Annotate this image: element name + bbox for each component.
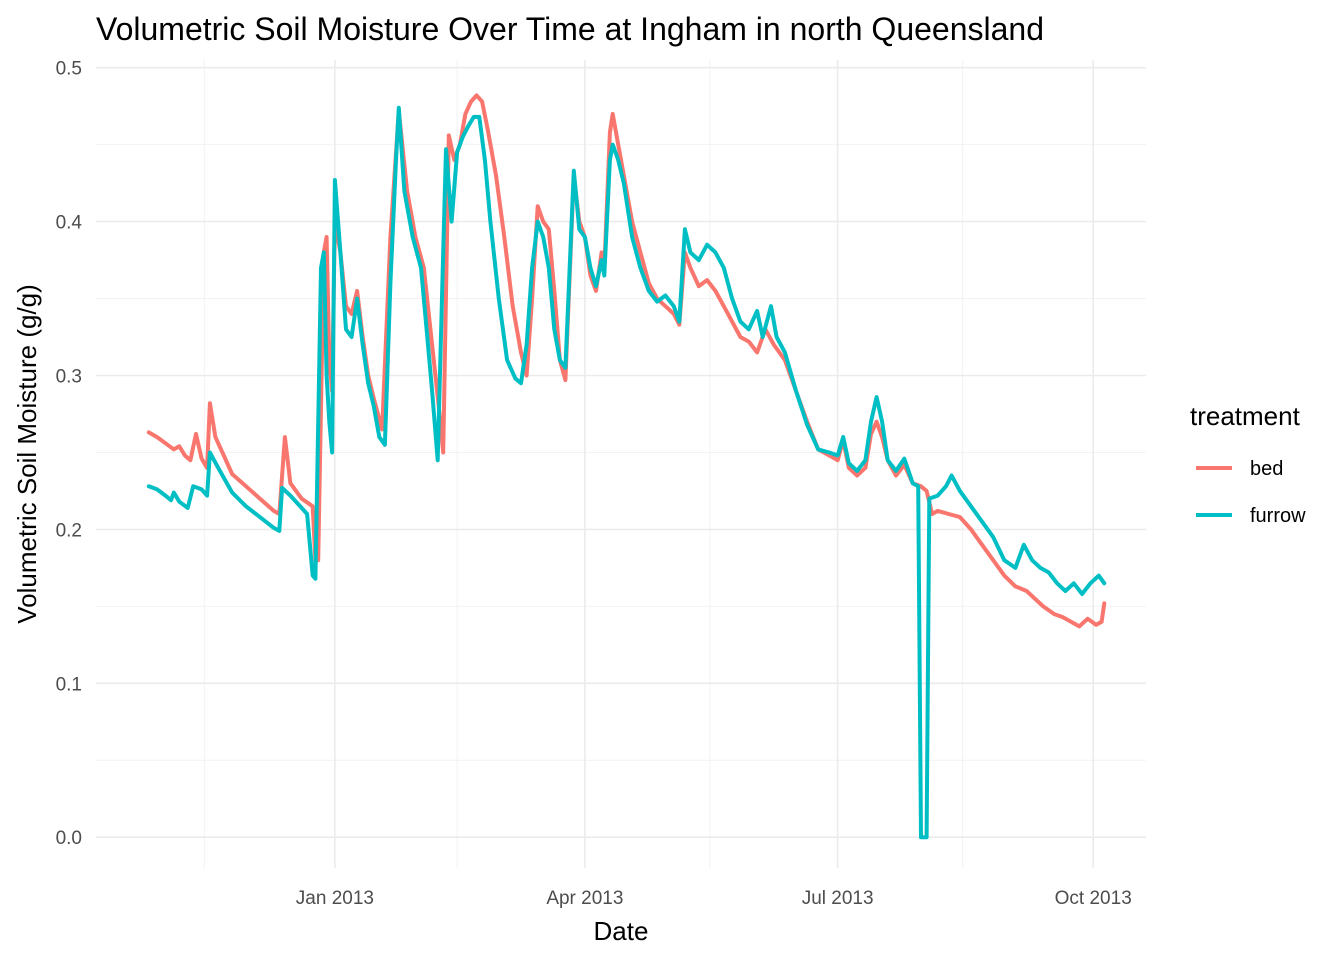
y-axis-title: Volumetric Soil Moisture (g/g) (12, 284, 42, 624)
y-tick-label: 0.4 (56, 213, 83, 234)
legend-title: treatment (1190, 401, 1301, 431)
x-axis-ticks: Jan 2013 Apr 2013 Jul 2013 Oct 2013 (296, 888, 1132, 909)
chart-title: Volumetric Soil Moisture Over Time at In… (96, 11, 1044, 47)
legend-label-bed: bed (1250, 458, 1283, 480)
series-line-bed (146, 93, 1107, 629)
plot-grid (96, 60, 1146, 868)
series-line-furrow (146, 105, 1107, 840)
x-tick-label: Jul 2013 (802, 888, 874, 909)
y-tick-label: 0.5 (56, 59, 82, 80)
y-tick-label: 0.1 (56, 674, 82, 695)
x-tick-label: Apr 2013 (546, 888, 623, 909)
x-axis-title: Date (594, 916, 649, 946)
legend: treatment bed furrow (1190, 401, 1306, 527)
y-tick-label: 0.0 (56, 828, 82, 849)
y-tick-label: 0.2 (56, 520, 82, 541)
y-tick-label: 0.3 (56, 367, 82, 388)
x-tick-label: Jan 2013 (296, 888, 374, 909)
legend-label-furrow: furrow (1250, 505, 1306, 527)
y-axis-ticks: 0.0 0.1 0.2 0.3 0.4 0.5 (56, 59, 83, 850)
x-tick-label: Oct 2013 (1055, 888, 1132, 909)
plot-series (146, 93, 1107, 840)
